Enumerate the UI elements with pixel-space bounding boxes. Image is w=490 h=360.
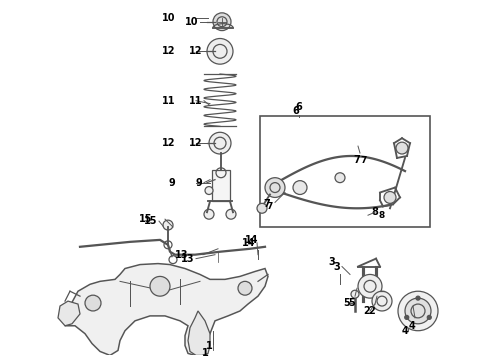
- Text: 2: 2: [363, 306, 370, 316]
- Circle shape: [85, 295, 101, 311]
- Text: 6: 6: [292, 105, 299, 116]
- Text: 9: 9: [195, 177, 202, 188]
- Circle shape: [257, 203, 267, 213]
- Polygon shape: [188, 311, 210, 355]
- Text: 12: 12: [189, 46, 202, 56]
- Circle shape: [372, 291, 392, 311]
- Bar: [260, 117, 430, 227]
- Text: 3: 3: [328, 257, 335, 267]
- Circle shape: [416, 296, 420, 300]
- Polygon shape: [58, 301, 80, 326]
- Text: 7: 7: [360, 156, 367, 165]
- Circle shape: [358, 274, 382, 298]
- Text: 4: 4: [401, 326, 408, 336]
- Circle shape: [207, 39, 233, 64]
- Text: 1: 1: [201, 348, 208, 359]
- Text: 7: 7: [353, 155, 360, 165]
- Circle shape: [405, 298, 431, 324]
- Text: 3: 3: [333, 262, 340, 271]
- Text: 1: 1: [206, 341, 213, 351]
- Circle shape: [335, 173, 345, 183]
- Text: 10: 10: [185, 17, 198, 27]
- Text: 5: 5: [343, 298, 350, 308]
- Circle shape: [265, 178, 285, 197]
- Text: 8: 8: [371, 207, 378, 217]
- Text: 12: 12: [162, 46, 175, 56]
- Circle shape: [204, 209, 214, 219]
- Text: 11: 11: [162, 96, 175, 106]
- Text: 10: 10: [162, 13, 175, 23]
- Circle shape: [213, 13, 231, 31]
- Text: 6: 6: [295, 102, 302, 112]
- Circle shape: [351, 290, 359, 298]
- Text: 15: 15: [144, 216, 157, 226]
- Circle shape: [427, 315, 431, 319]
- Text: 7: 7: [267, 202, 273, 211]
- Text: 13: 13: [180, 254, 194, 264]
- Bar: [212, 170, 230, 201]
- Text: 4: 4: [408, 321, 415, 331]
- Text: 7: 7: [263, 199, 270, 210]
- Text: 14: 14: [245, 235, 258, 245]
- Text: 12: 12: [189, 138, 202, 148]
- Text: 14: 14: [242, 238, 255, 248]
- Circle shape: [226, 209, 236, 219]
- Text: 13: 13: [174, 250, 188, 260]
- Circle shape: [209, 132, 231, 154]
- Circle shape: [293, 181, 307, 194]
- Text: 15: 15: [139, 214, 152, 224]
- Text: 2: 2: [368, 306, 375, 316]
- Polygon shape: [65, 264, 268, 355]
- Text: 8: 8: [378, 211, 384, 220]
- Text: 9: 9: [168, 177, 175, 188]
- Text: 12: 12: [162, 138, 175, 148]
- Circle shape: [396, 142, 408, 154]
- Circle shape: [150, 276, 170, 296]
- Text: 11: 11: [189, 96, 202, 106]
- Text: 5: 5: [348, 298, 355, 308]
- Circle shape: [405, 315, 409, 319]
- Circle shape: [163, 220, 173, 230]
- Circle shape: [384, 192, 396, 203]
- Circle shape: [398, 291, 438, 331]
- Circle shape: [205, 186, 213, 194]
- Circle shape: [238, 282, 252, 295]
